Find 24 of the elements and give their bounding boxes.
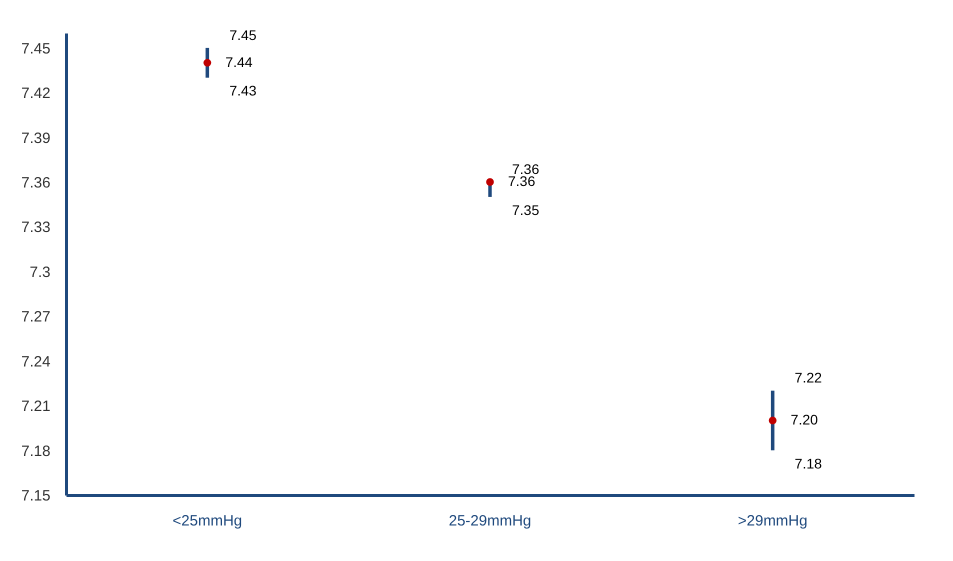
annotation: 7.35 xyxy=(512,202,540,218)
annotation: 7.18 xyxy=(794,455,822,472)
x-tick-label: 25-29mmHg xyxy=(448,512,532,530)
point xyxy=(486,178,494,186)
y-tick-label: 7.15 xyxy=(21,488,50,504)
annotation: 7.43 xyxy=(229,82,257,99)
x-tick-label: <25mmHg xyxy=(172,512,242,530)
annotation: 7.22 xyxy=(794,370,822,386)
y-tick-label: 7.33 xyxy=(21,219,50,236)
y-tick-label: 7.42 xyxy=(21,85,50,102)
y-tick-label: 7.39 xyxy=(21,130,50,147)
point xyxy=(203,58,212,67)
y-tick-label: 7.24 xyxy=(21,353,50,370)
point xyxy=(768,416,777,424)
y-tick-label: 7.36 xyxy=(21,174,50,192)
y-tick-label: 7.3 xyxy=(30,264,50,281)
y-tick-label: 7.27 xyxy=(21,308,50,326)
y-tick-label: 7.21 xyxy=(21,398,50,416)
y-tick-label: 7.45 xyxy=(21,40,50,58)
y-tick-label: 7.18 xyxy=(21,442,50,460)
x-tick-label: >29mmHg xyxy=(738,512,808,530)
data-label: 7.44 xyxy=(225,54,253,70)
data-label: 7.20 xyxy=(790,411,818,428)
annotation: 7.45 xyxy=(229,26,257,43)
